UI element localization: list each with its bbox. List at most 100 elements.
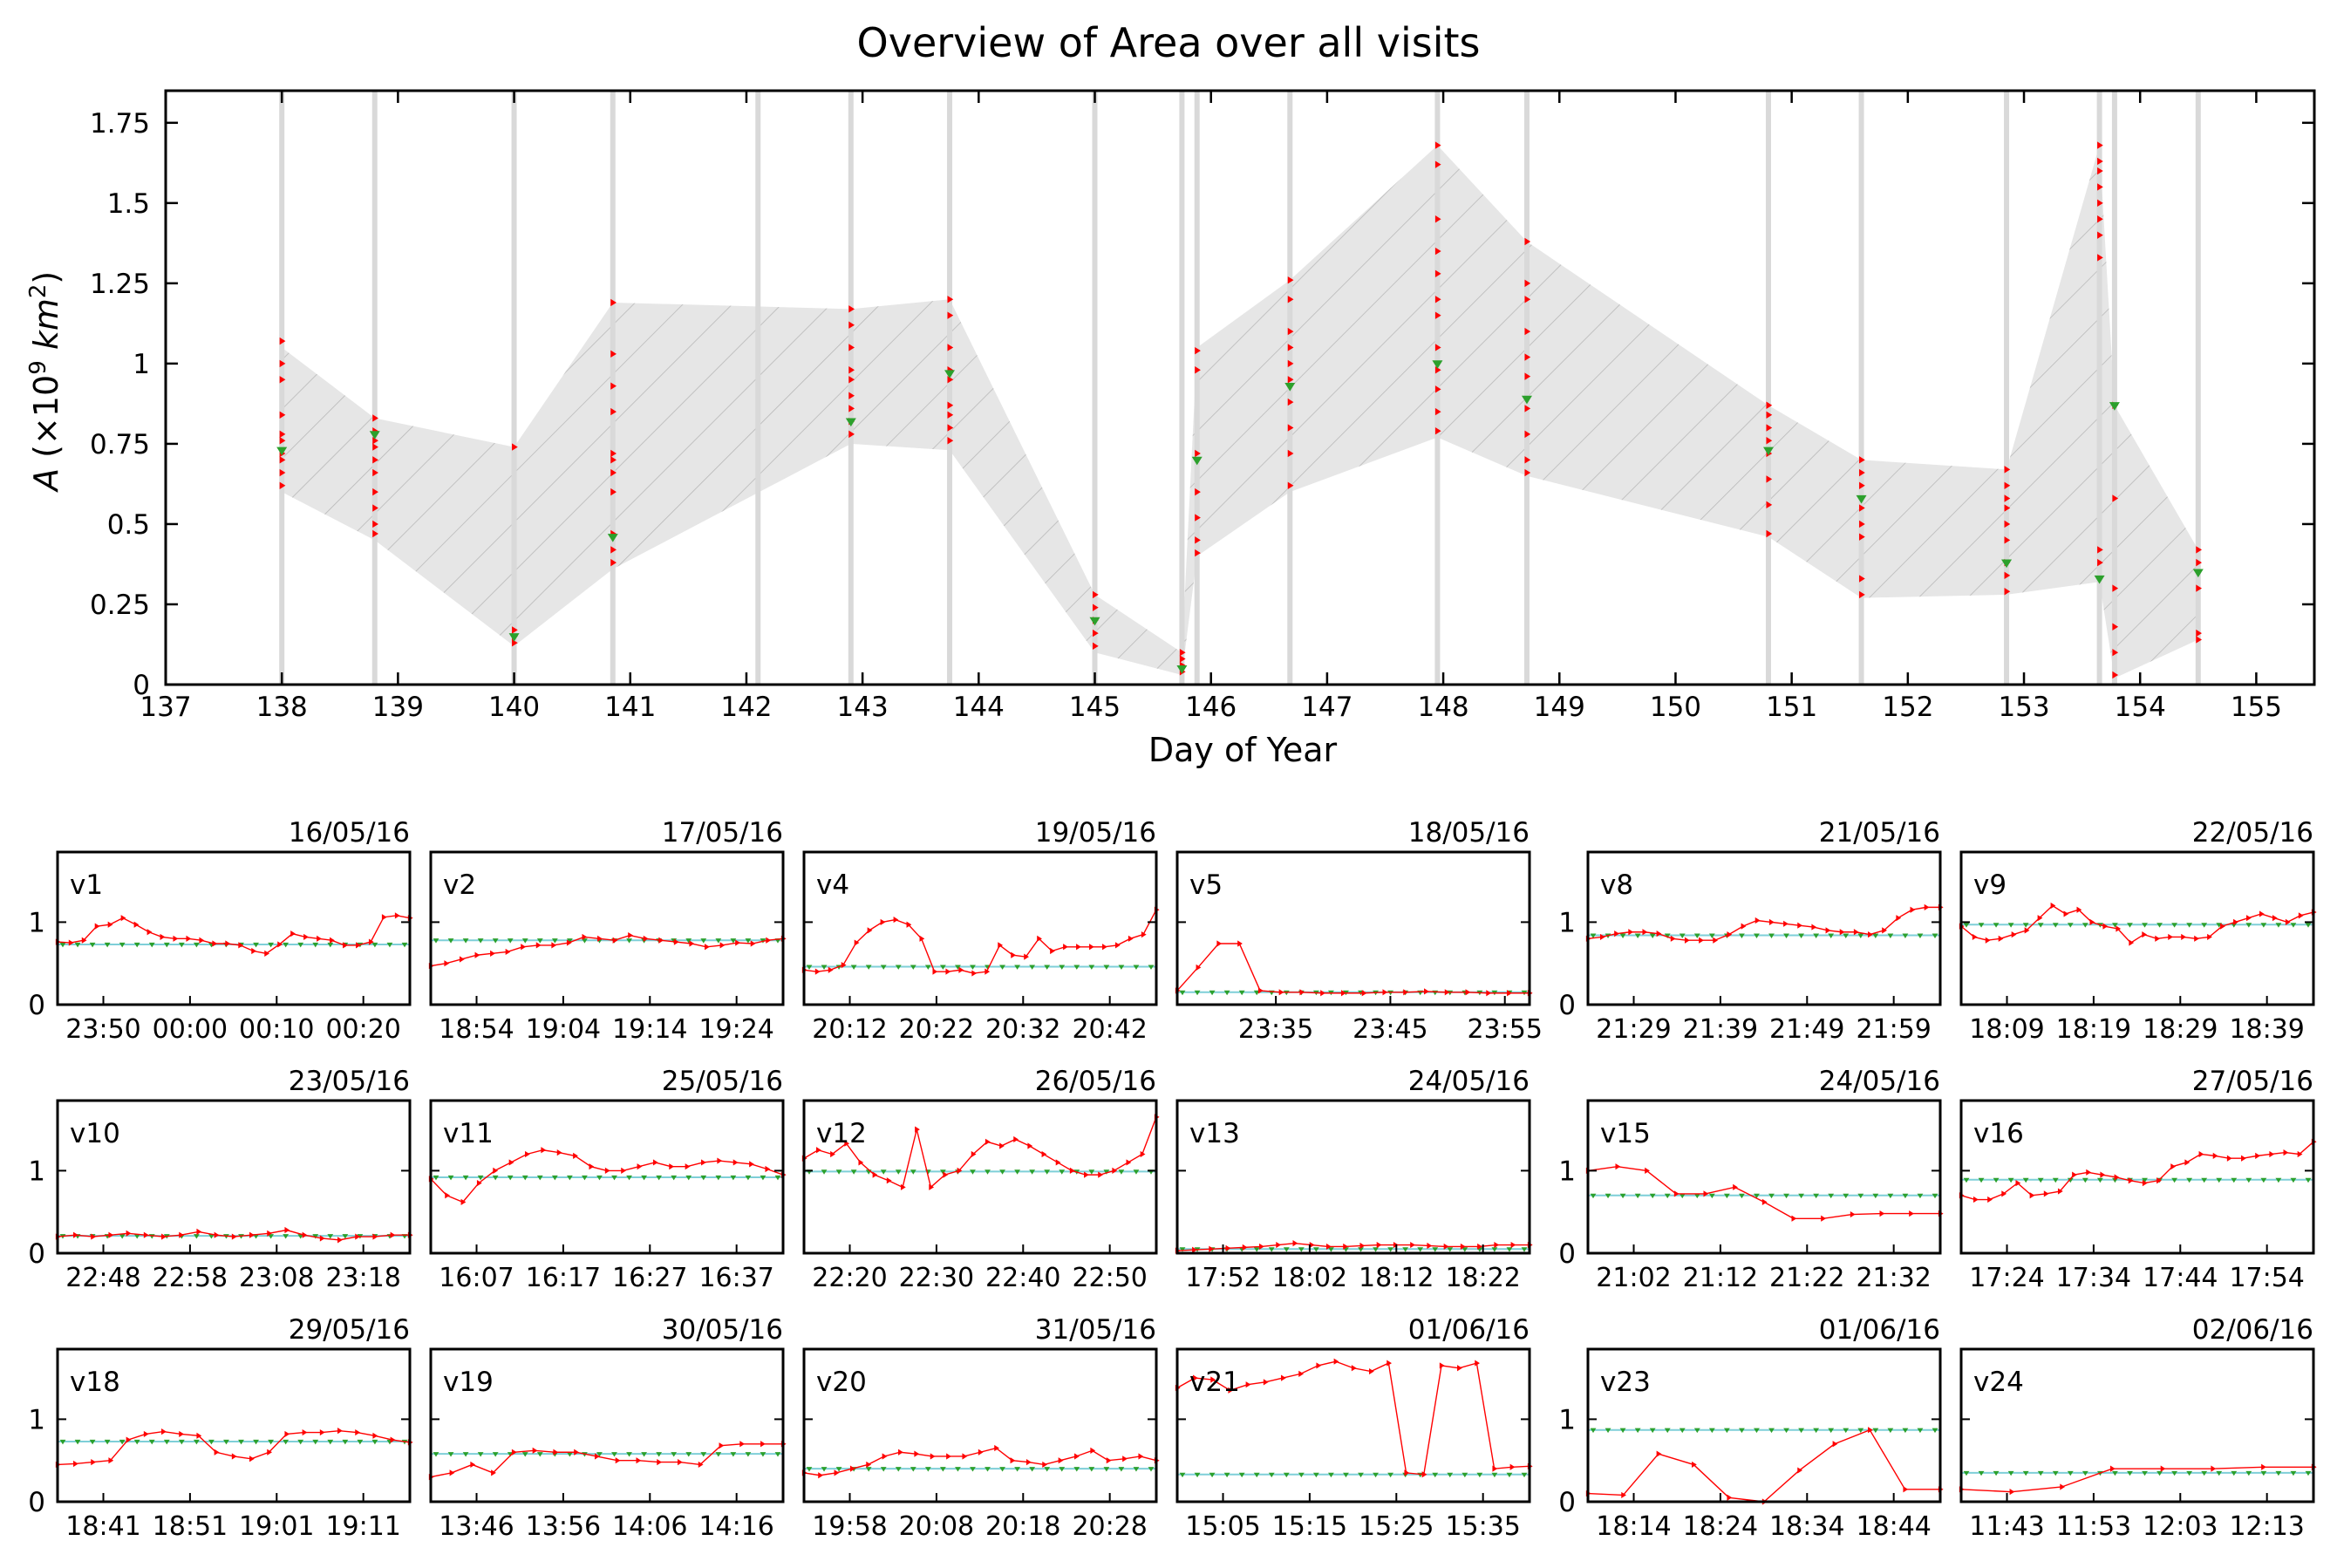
v8-frame xyxy=(1586,850,1942,1006)
red-point-23 xyxy=(512,638,518,647)
v24-label: v24 xyxy=(1973,1367,2024,1398)
v13-point-14 xyxy=(1410,1241,1415,1249)
v12-point-12 xyxy=(971,1150,977,1158)
v20-xtick-label-2: 20:18 xyxy=(985,1511,1060,1542)
v21-ref-point-13 xyxy=(1373,1472,1379,1478)
red-point-78 xyxy=(1287,481,1294,489)
v8-ref-point-15 xyxy=(1813,933,1820,938)
v12-ref-point-21 xyxy=(1118,1169,1125,1175)
v12-point-2 xyxy=(830,1150,835,1158)
red-point-62 xyxy=(1195,346,1201,355)
v23-point-4 xyxy=(1727,1494,1733,1501)
v2-point-17 xyxy=(689,940,695,947)
v9-point-17 xyxy=(2181,933,2186,941)
green-point-2 xyxy=(508,633,520,642)
v11-line xyxy=(430,1149,784,1203)
v20-point-10 xyxy=(962,1453,968,1460)
v1-label: v1 xyxy=(70,869,103,901)
x-tick-label-143: 143 xyxy=(837,692,889,723)
v21-point-2 xyxy=(1210,1376,1216,1383)
v18-point-17 xyxy=(355,1428,360,1436)
v9-ref-point-23 xyxy=(2305,923,2312,928)
v20-point-15 xyxy=(1042,1461,1048,1469)
v8-point-20 xyxy=(1868,931,1873,938)
v10-ref-point-9 xyxy=(193,1234,200,1239)
red-point-114 xyxy=(1859,533,1865,541)
v2-point-22 xyxy=(766,937,772,944)
v20-ref-point-19 xyxy=(1088,1467,1095,1472)
v12-date: 26/05/16 xyxy=(1035,1066,1156,1097)
v21-date: 01/06/16 xyxy=(1408,1314,1530,1346)
v4-point-9 xyxy=(919,935,925,942)
v8-point-24 xyxy=(1924,903,1930,910)
v18-ref-point-16 xyxy=(297,1439,304,1445)
v1-point-6 xyxy=(133,921,140,928)
red-point-76 xyxy=(1287,424,1294,432)
v12-ref-point-19 xyxy=(1088,1169,1095,1175)
v13-point-2 xyxy=(1209,1245,1215,1252)
v19-ref-point-11 xyxy=(596,1452,603,1457)
v19-ref-point-21 xyxy=(745,1452,752,1457)
v4-ref-point-0 xyxy=(806,965,813,970)
v10-ref-point-17 xyxy=(312,1234,319,1239)
v16-point-9 xyxy=(2086,1169,2092,1176)
red-point-93 xyxy=(1524,296,1531,303)
v19-point-15 xyxy=(739,1441,746,1448)
v21-point-6 xyxy=(1281,1374,1286,1381)
v13-xtick-label-2: 18:12 xyxy=(1359,1263,1434,1293)
v1-date: 16/05/16 xyxy=(289,817,410,849)
v21-xtick-label-2: 15:25 xyxy=(1359,1511,1434,1542)
v15-frame xyxy=(1586,1099,1942,1255)
v11-point-11 xyxy=(604,1167,610,1175)
red-point-29 xyxy=(610,456,617,464)
v18-frame xyxy=(56,1347,412,1503)
v16-ref-point-15 xyxy=(2186,1177,2193,1183)
v8-ref-point-12 xyxy=(1768,933,1775,938)
v23-ref-point-5 xyxy=(1664,1428,1671,1434)
v18-ytick-label-0: 0 xyxy=(28,1487,45,1518)
red-point-102 xyxy=(1766,411,1773,419)
v24-ref-point-19 xyxy=(2245,1470,2252,1476)
v21-point-5 xyxy=(1263,1379,1269,1386)
v1-point-12 xyxy=(212,940,218,947)
red-point-40 xyxy=(848,392,855,399)
x-tick-label-146: 146 xyxy=(1185,692,1237,723)
v8-ref-point-11 xyxy=(1754,933,1760,938)
v11-ref-point-6 xyxy=(521,1175,528,1181)
v9-ref-point-18 xyxy=(2231,923,2238,928)
v16-point-10 xyxy=(2100,1171,2106,1178)
v12-point-22 xyxy=(1112,1167,1118,1175)
v2-ref-point-0 xyxy=(433,938,439,944)
v4-point-21 xyxy=(1076,944,1081,951)
red-point-58 xyxy=(1179,648,1186,657)
v18-point-7 xyxy=(179,1430,184,1438)
v8-point-10 xyxy=(1727,931,1733,938)
v24-xtick-label-2: 12:03 xyxy=(2143,1511,2218,1542)
v8-point-14 xyxy=(1783,920,1789,927)
v12-point-23 xyxy=(1126,1159,1132,1166)
envelope-hatch xyxy=(282,145,2198,678)
v15-point-2 xyxy=(1645,1167,1650,1175)
v24-ref-point-23 xyxy=(2305,1470,2312,1476)
v24-ref-point-21 xyxy=(2275,1470,2282,1476)
v13-ref-point-7 xyxy=(1283,1247,1290,1252)
v23-ref-point-10 xyxy=(1739,1428,1745,1434)
v12-point-9 xyxy=(929,1183,935,1190)
red-point-13 xyxy=(372,443,378,451)
v11-ref-point-19 xyxy=(715,1175,722,1181)
v21-ref-point-10 xyxy=(1328,1472,1334,1478)
v18-ref-point-15 xyxy=(283,1439,290,1445)
v9-point-23 xyxy=(2259,910,2265,917)
red-point-83 xyxy=(1434,269,1441,278)
v16-date: 27/05/16 xyxy=(2192,1066,2313,1097)
v1-xtick-label-1: 00:00 xyxy=(153,1014,228,1045)
v10-point-2 xyxy=(91,1233,96,1240)
v24-frame xyxy=(1959,1347,2315,1503)
v1-ref-point-18 xyxy=(327,942,334,948)
v12-xtick-label-0: 22:20 xyxy=(812,1263,887,1293)
v2-point-5 xyxy=(505,948,511,956)
v8-ref-point-17 xyxy=(1843,933,1850,938)
v2-date: 17/05/16 xyxy=(662,817,783,849)
v2-point-3 xyxy=(474,951,480,958)
v1-ref-point-17 xyxy=(312,942,319,948)
